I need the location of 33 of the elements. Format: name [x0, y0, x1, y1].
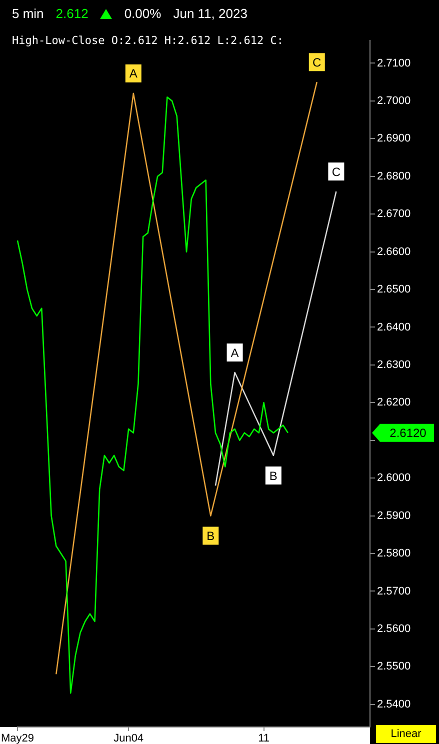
text: Jun 11, 2023 [173, 6, 248, 21]
y-tick-label: 2.6300 [377, 358, 411, 371]
y-tick-label: 2.6400 [377, 321, 411, 334]
y-tick-label: 2.7000 [377, 94, 411, 107]
annotation: B [206, 529, 215, 544]
y-tick-label: 2.6900 [377, 132, 411, 145]
text: Linear [376, 725, 436, 743]
y-tick-label: 2.6800 [377, 170, 411, 182]
chart-title: High-Low-Close O:2.612 H:2.612 L:2.612 C: [12, 34, 284, 47]
y-tick-label: 2.5500 [377, 660, 411, 673]
annotation: C [332, 164, 341, 179]
x-tick-label: 11 [258, 732, 270, 744]
text: 0.00% [124, 6, 162, 21]
y-tick-label: 2.5900 [377, 510, 411, 522]
y-tick-label: 2.5600 [377, 622, 411, 635]
annotation: C [312, 55, 322, 70]
y-tick-label: 2.5800 [377, 548, 411, 560]
x-tick-label: May29 [0, 732, 34, 744]
y-tick-label: 2.6700 [377, 208, 411, 220]
y-tick-label: 2.7100 [377, 57, 411, 70]
y-tick-label: 2.6500 [377, 284, 411, 296]
x-tick-label: Jun04 [114, 732, 144, 744]
y-tick-label: 2.6200 [377, 396, 411, 409]
text: 5 min [12, 6, 44, 21]
y-tick-label: 2.5700 [377, 585, 411, 598]
y-tick-label: 2.6600 [377, 246, 411, 258]
annotation: B [269, 468, 278, 483]
annotation: A [230, 346, 239, 360]
annotation: A [129, 66, 138, 81]
y-tick-label: 2.6000 [377, 472, 411, 484]
text: 2.612 [56, 6, 88, 21]
text: 2.6120 [390, 426, 427, 440]
y-tick-label: 2.5400 [377, 698, 411, 710]
